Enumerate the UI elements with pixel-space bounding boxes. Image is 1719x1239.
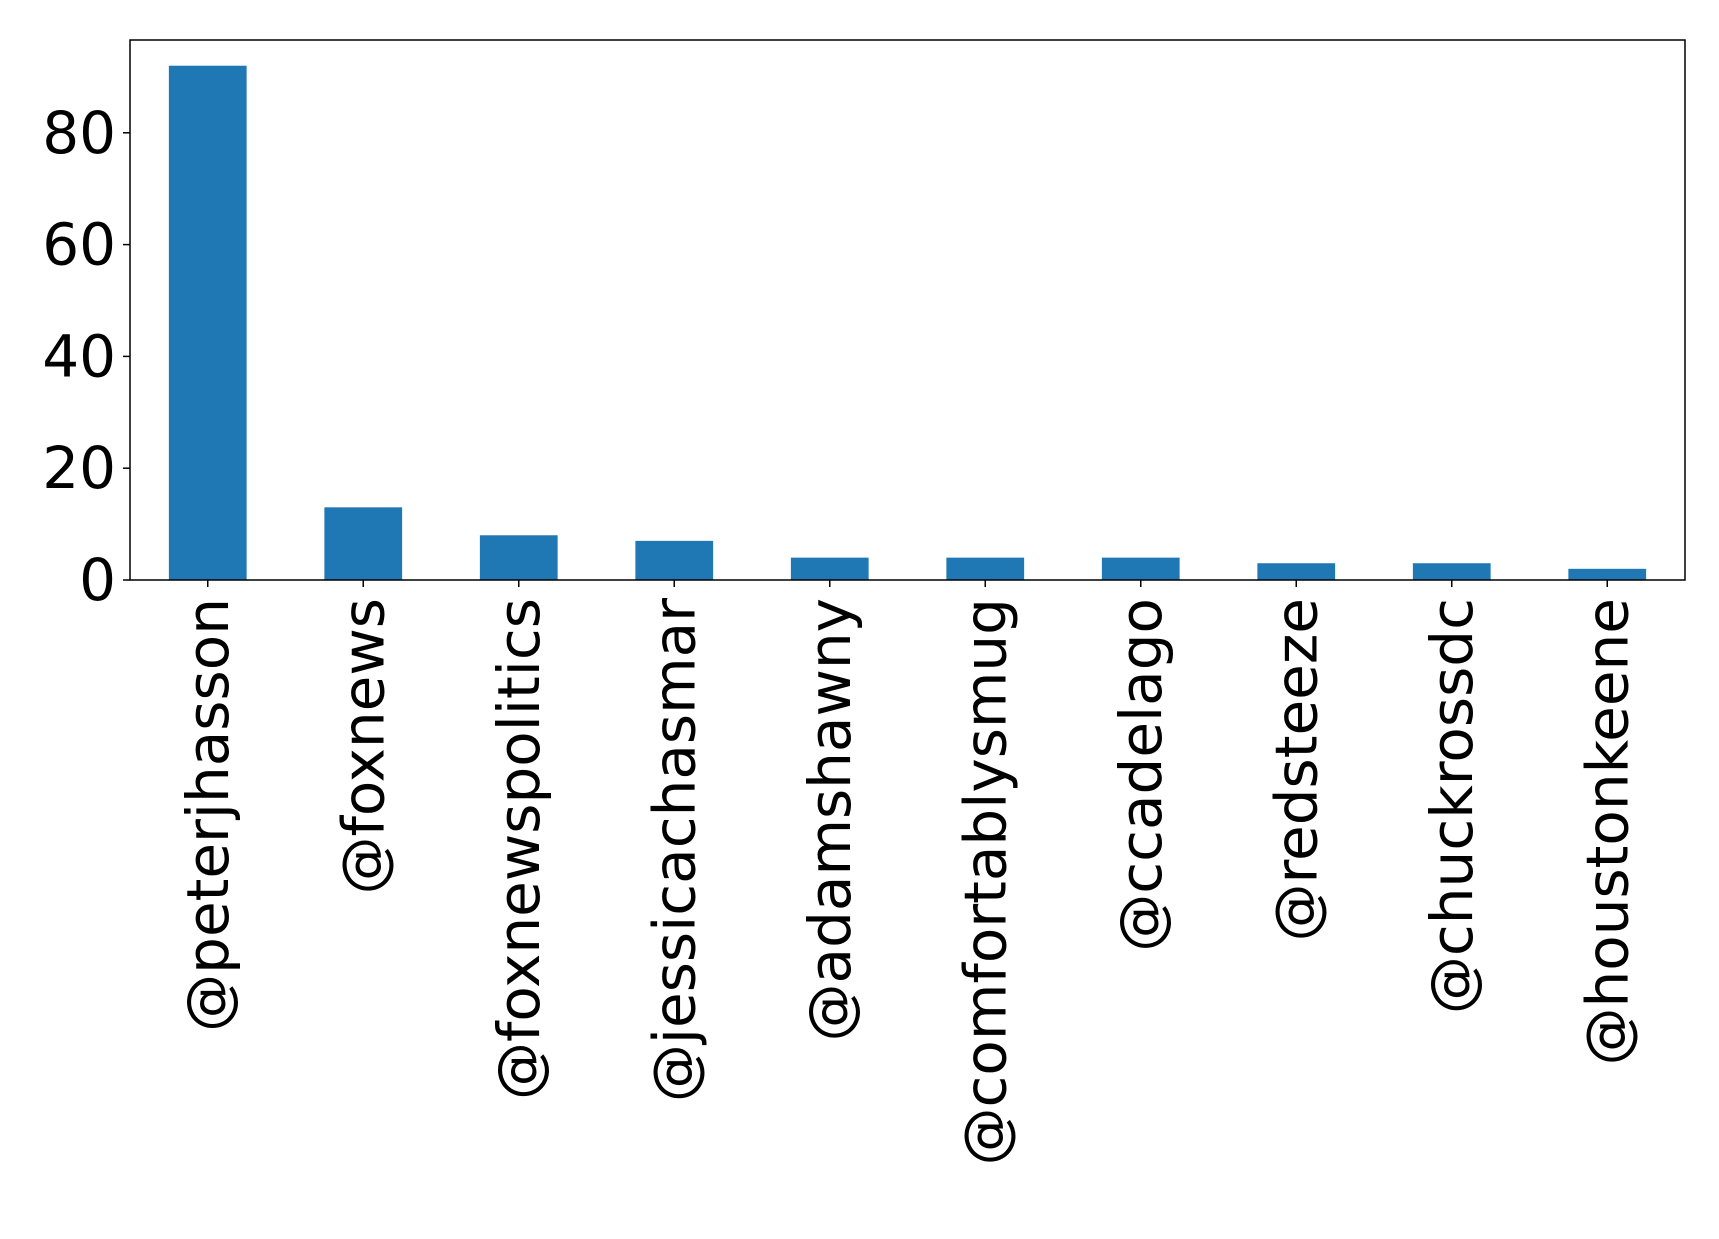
x-tick-label: @foxnews [329,598,397,895]
bar-ccadelago [1101,557,1180,580]
bar-foxnews [324,507,403,580]
bars-group [168,65,1647,580]
x-tick-label: @jessicachasmar [640,598,708,1102]
x-tick-label: @houstonkeene [1573,598,1641,1066]
bar-peterjhasson [168,65,247,580]
y-tick-label: 0 [79,546,116,614]
plot-frame [129,39,1686,581]
bar-foxnewspolitics [479,535,558,580]
x-tick-label: @foxnewspolitics [485,598,553,1100]
y-tick-label: 80 [42,99,116,167]
bar-adamshawny [790,557,869,580]
y-tick-label: 20 [42,434,116,502]
y-axis: 0 20 40 60 80 [42,99,130,614]
x-tick-label: @comfortablysmug [951,598,1019,1165]
y-tick-label: 60 [42,211,116,279]
x-tick-label: @chuckrossdc [1418,598,1486,1014]
x-tick-label: @peterjhasson [174,598,242,1032]
y-tick-label: 40 [42,322,116,390]
bar-chuckrossdc [1412,563,1491,580]
x-tick-label: @redsteeze [1262,598,1330,942]
bar-houstonkeene [1568,568,1647,580]
x-axis: @peterjhasson @foxnews @foxnewspolitics @je… [174,580,1641,1165]
x-tick-label: @ccadelago [1107,598,1175,952]
bar-comfortablysmug [946,557,1025,580]
x-tick-label: @adamshawny [796,598,864,1041]
bar-redsteeze [1257,563,1336,580]
bar-jessicachasmar [635,540,714,580]
